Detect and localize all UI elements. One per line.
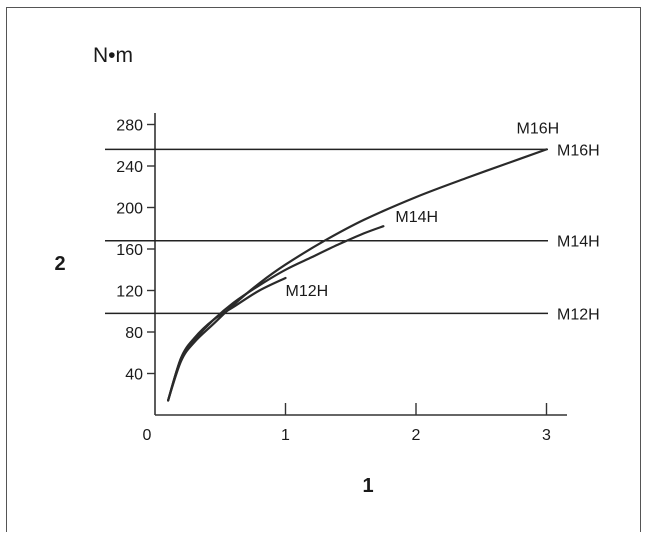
curve-m12h	[167, 276, 287, 402]
limit-lines: M12H M14H M16H	[105, 142, 600, 323]
unit-label: N•m	[93, 44, 133, 67]
curves: M12H M14H M16H	[167, 120, 560, 402]
y-tick-label: 40	[125, 367, 143, 384]
curve-m16h	[167, 148, 548, 402]
curve-label-m12h: M12H	[286, 283, 329, 300]
limit-label-m16h: M16H	[557, 142, 600, 159]
curve-label-m14h: M14H	[395, 209, 438, 226]
curve-m14h	[167, 225, 385, 402]
figure-frame	[6, 7, 641, 532]
x-tick-label: 2	[412, 427, 421, 444]
y-tick-label: 240	[116, 159, 143, 176]
axes: 40 80 120 160 200 240 280 0 1 2 3	[116, 113, 567, 444]
y-tick-label: 160	[116, 242, 143, 259]
curve-label-m16h: M16H	[517, 120, 560, 137]
y-axis-label: 2	[54, 253, 65, 275]
x-tick-label: 3	[542, 427, 551, 444]
y-tick-label: 280	[116, 118, 143, 135]
y-tick-label: 80	[125, 325, 143, 342]
y-tick-label: 200	[116, 201, 143, 218]
limit-label-m14h: M14H	[557, 234, 600, 251]
y-tick-label: 120	[116, 284, 143, 301]
x-axis-label: 1	[362, 475, 373, 497]
limit-label-m12h: M12H	[557, 306, 600, 323]
x-tick-label: 1	[281, 427, 290, 444]
x-tick-label: 0	[143, 427, 152, 444]
